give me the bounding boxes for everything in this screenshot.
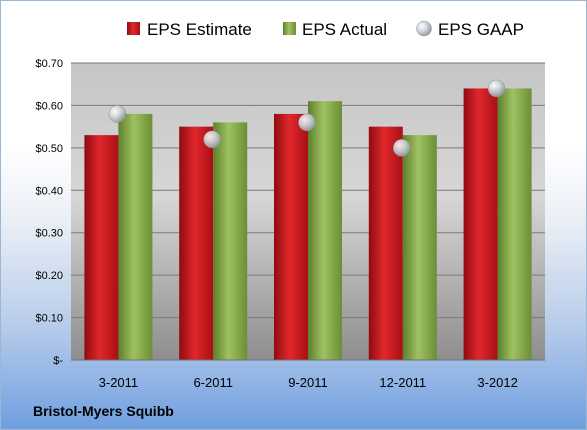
legend-item-actual: EPS Actual [283, 20, 387, 39]
bar-eps-actual [402, 135, 437, 360]
bar-eps-estimate [84, 135, 119, 360]
marker-eps-gaap [393, 139, 411, 157]
y-tick-label: $0.10 [35, 313, 63, 325]
company-name: Bristol-Myers Squibb [33, 403, 174, 419]
legend-label-actual: EPS Actual [302, 20, 387, 39]
bar-eps-estimate [274, 113, 308, 361]
x-category-label: 3-2012 [477, 375, 517, 390]
x-category-label: 12-2011 [379, 375, 426, 390]
marker-eps-gaap [487, 79, 506, 98]
x-category-label: 9-2011 [288, 375, 328, 390]
bar-eps-estimate [463, 88, 498, 360]
marker-eps-gaap [298, 113, 316, 132]
y-tick-label: $- [53, 355, 63, 367]
y-tick-label: $0.30 [35, 228, 63, 240]
legend-label-gaap: EPS GAAP [438, 20, 524, 39]
x-category-label: 6-2011 [193, 375, 233, 390]
y-tick-label: $0.50 [35, 143, 63, 155]
x-category-label: 3-2011 [99, 375, 139, 390]
legend-swatch-estimate [127, 22, 140, 35]
legend-item-estimate: EPS Estimate [127, 20, 252, 39]
y-tick-label: $0.20 [35, 270, 63, 282]
bar-eps-estimate [368, 126, 403, 361]
y-tick-label: $0.70 [35, 58, 63, 70]
marker-eps-gaap [108, 105, 127, 123]
y-tick-label: $0.60 [35, 100, 63, 112]
bar-eps-actual [118, 113, 153, 361]
legend-label-estimate: EPS Estimate [147, 20, 252, 39]
legend: EPS Estimate EPS Actual EPS GAAP [127, 20, 524, 39]
y-tick-label: $0.40 [35, 185, 63, 197]
legend-marker-gaap [416, 20, 432, 37]
legend-swatch-actual [283, 22, 296, 35]
bar-eps-actual [497, 88, 532, 360]
bar-eps-estimate [179, 126, 214, 361]
bar-eps-actual [308, 101, 342, 360]
bar-eps-actual [213, 122, 248, 361]
marker-eps-gaap [203, 130, 221, 149]
legend-item-gaap: EPS GAAP [416, 20, 524, 39]
